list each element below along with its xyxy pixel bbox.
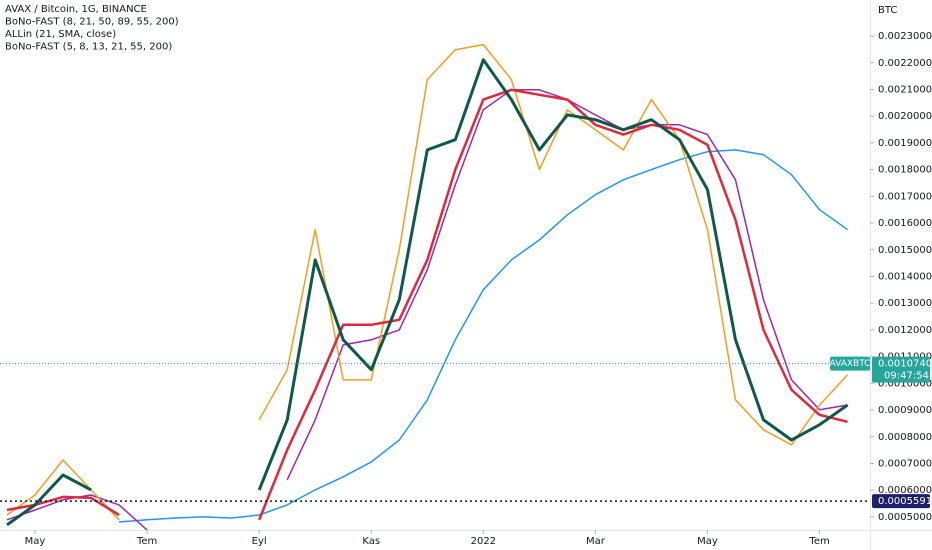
x-tick-label: May bbox=[25, 536, 46, 547]
alert-tag-label: 0.0005591 bbox=[878, 496, 932, 507]
symbol-tag bbox=[830, 356, 870, 371]
y-tick-label: 0.0020000 bbox=[878, 111, 932, 122]
y-tick-label: 0.0012000 bbox=[878, 325, 932, 336]
alert-tag bbox=[872, 494, 930, 509]
y-tick-label: 0.0023000 bbox=[878, 31, 932, 42]
y-tick-label: 0.0007000 bbox=[878, 458, 932, 469]
x-tick-label: Tem bbox=[808, 536, 829, 547]
price-tag bbox=[872, 356, 930, 383]
x-tick-label: Tem bbox=[136, 536, 157, 547]
y-tick-label: 0.0018000 bbox=[878, 165, 932, 176]
plot bbox=[0, 43, 870, 530]
x-tick-label: Eyl bbox=[252, 536, 267, 547]
y-tick-label: 0.0005000 bbox=[878, 512, 932, 523]
header-line: ALLin (21, SMA, close) bbox=[5, 29, 116, 40]
indicator-line bbox=[119, 149, 849, 523]
y-tick-label: 0.0015000 bbox=[878, 245, 932, 256]
x-tick-label: May bbox=[697, 536, 718, 547]
x-tick-label: 2022 bbox=[471, 536, 496, 547]
symbol-tag-label: AVAXBTC bbox=[830, 359, 871, 369]
y-tick-label: 0.0022000 bbox=[878, 58, 932, 69]
y-tick-label: 0.0021000 bbox=[878, 84, 932, 95]
indicator-line bbox=[6, 88, 848, 521]
y-tick-label: 0.0014000 bbox=[878, 271, 932, 282]
y-tick-label: 0.0019000 bbox=[878, 138, 932, 149]
y-tick-label: 0.0008000 bbox=[878, 432, 932, 443]
y-tick-label: 0.0009000 bbox=[878, 405, 932, 416]
header-line: BoNo-FAST (8, 21, 50, 89, 55, 200) bbox=[5, 17, 179, 28]
y-tick-label: 0.0010000 bbox=[878, 378, 932, 389]
indicator-line bbox=[6, 58, 849, 527]
x-tick-label: Kas bbox=[362, 536, 380, 547]
y-tick-label: 0.0016000 bbox=[878, 218, 932, 229]
y-tick-label: 0.0006000 bbox=[878, 485, 932, 496]
y-tick-label: 0.0013000 bbox=[878, 298, 932, 309]
x-tick-label: Mar bbox=[586, 536, 606, 547]
countdown-label: 09:47:54 bbox=[884, 371, 929, 382]
header-line: BoNo-FAST (5, 8, 13, 21, 55, 200) bbox=[5, 42, 172, 53]
header: AVAX / Bitcoin, 1G, BINANCE BoNo-FAST (8,… bbox=[5, 4, 179, 53]
header-line: AVAX / Bitcoin, 1G, BINANCE bbox=[5, 4, 147, 15]
y-tick-label: 0.0017000 bbox=[878, 191, 932, 202]
axes: 0.0005000 0.0006000 0.0007000 0.0008000 0.00… bbox=[25, 31, 932, 547]
y-axis-label: BTC bbox=[878, 5, 897, 16]
price-tag-label: 0.0010740 bbox=[878, 359, 932, 370]
